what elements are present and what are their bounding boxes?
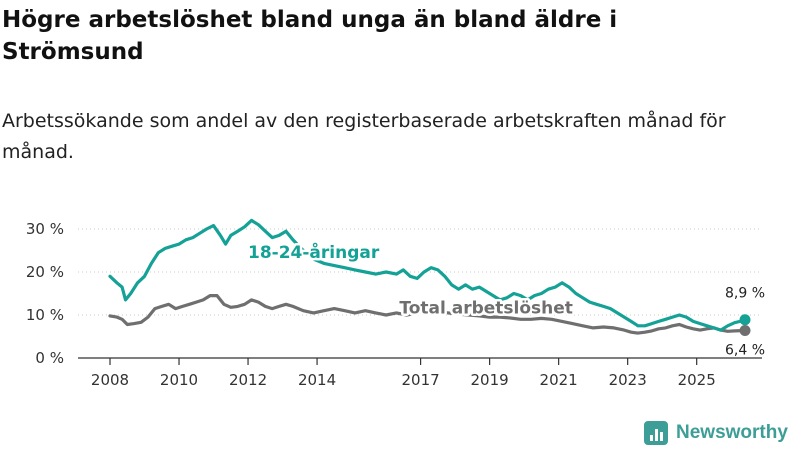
total-series-label: Total arbetslöshet (399, 299, 573, 319)
youth-series-line (108, 218, 747, 332)
chart-subtitle: Arbetssökande som andel av den registerb… (2, 110, 726, 163)
bar-chart-icon (644, 421, 668, 445)
y-tick-label: 0 % (35, 349, 64, 367)
x-tick-label: 2014 (298, 371, 336, 389)
y-tick-label: 20 % (26, 263, 64, 281)
x-tick-label: 2025 (678, 371, 716, 389)
total-series-line (108, 294, 747, 335)
total-end-label: 6,4 % (725, 342, 765, 358)
brand-name: Newsworthy (676, 422, 788, 443)
youth-end-marker (739, 314, 751, 326)
y-tick-label: 10 % (26, 306, 64, 324)
x-tick-label: 2017 (402, 371, 440, 389)
x-axis: 2008 2010 2012 2014 2017 2019 2021 2023 2025 (78, 357, 762, 389)
series-lines (108, 218, 751, 336)
total-end-marker (739, 324, 751, 336)
series-labels: 8,9 % 18-24-åringar 6,4 % Total arbetslöshe… (245, 238, 765, 358)
x-tick-label: 2008 (91, 371, 129, 389)
x-tick-label: 2023 (609, 371, 647, 389)
x-tick-label: 2019 (471, 371, 509, 389)
x-tick-label: 2010 (160, 371, 198, 389)
brand-badge: Newsworthy (644, 418, 788, 448)
youth-end-label: 8,9 % (725, 286, 765, 302)
chart-title: Högre arbetslöshet bland unga än bland ä… (2, 7, 618, 65)
youth-series-label: 18-24-åringar (248, 241, 380, 263)
x-tick-label: 2021 (540, 371, 578, 389)
x-tick-label: 2012 (229, 371, 267, 389)
y-grid: 0 % 10 % 20 % 30 % (26, 220, 760, 367)
y-tick-label: 30 % (26, 220, 64, 238)
